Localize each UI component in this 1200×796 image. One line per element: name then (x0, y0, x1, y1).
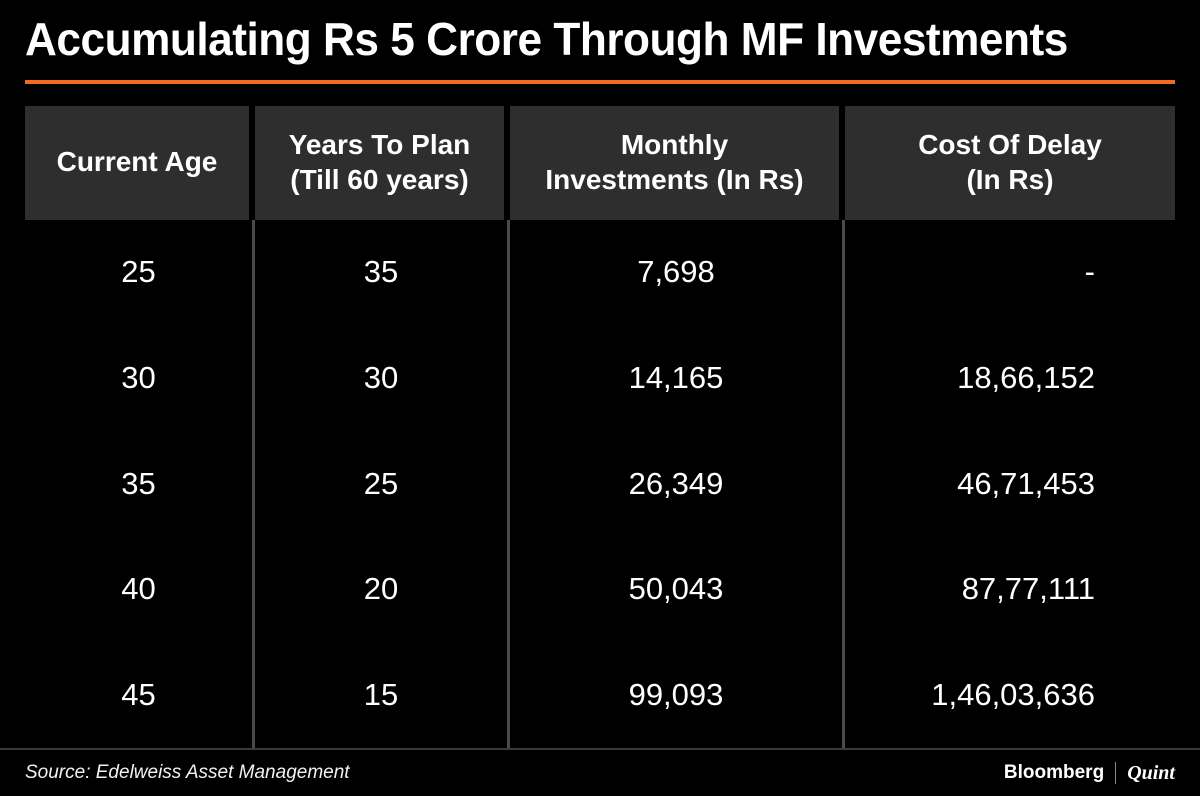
table-cell-years-to-plan: 25 (255, 430, 510, 537)
title-underline (25, 79, 1175, 84)
table-cell-monthly-investment: 50,043 (510, 536, 845, 643)
table-cell-cost-of-delay: 87,77,111 (961, 571, 1095, 607)
table-row: 30 30 14,165 18,66,152 (25, 325, 1175, 431)
table-cell-years-to-plan: 20 (255, 536, 510, 643)
table-cell-cost-of-delay: 18,66,152 (957, 360, 1095, 396)
column-header-cost-of-delay: Cost Of Delay (In Rs) (845, 105, 1175, 220)
table-cell-current-age: 35 (25, 430, 255, 537)
table-cell-years-to-plan: 35 (255, 219, 510, 326)
table-cell-current-age: 30 (25, 325, 255, 431)
table-row: 40 20 50,043 87,77,111 (25, 536, 1175, 643)
table-cell-monthly-investment: 99,093 (510, 642, 845, 748)
header-line: Cost Of Delay (918, 129, 1102, 161)
brand-logo: Bloomberg Quint (1004, 762, 1175, 785)
header: Accumulating Rs 5 Crore Through MF Inves… (0, 0, 1200, 84)
source-attribution: Source: Edelweiss Asset Management (25, 762, 350, 783)
header-line: Investments (In Rs) (545, 163, 804, 195)
header-line: Current Age (56, 146, 218, 178)
table-cell-current-age: 45 (25, 642, 255, 748)
table-cell-monthly-investment: 7,698 (510, 219, 845, 326)
table-cell-monthly-investment: 26,349 (510, 430, 845, 537)
bloomberg-wordmark: Bloomberg (1003, 762, 1105, 783)
table-cell-cost-of-delay: - (1084, 254, 1095, 290)
brand-divider (1115, 762, 1117, 784)
table-row: 45 15 99,093 1,46,03,636 (25, 642, 1175, 748)
table-body: 25 35 7,698 - 30 30 14,165 18,66,152 35 … (25, 219, 1175, 748)
table-cell-cost-of-delay: 46,71,453 (957, 465, 1095, 501)
page-title: Accumulating Rs 5 Crore Through MF Inves… (25, 13, 1068, 65)
table-cell-current-age: 25 (25, 219, 255, 326)
table-cell-current-age: 40 (25, 536, 255, 643)
table-cell-years-to-plan: 30 (255, 325, 510, 431)
data-table: Current Age Years To Plan (Till 60 years… (25, 105, 1175, 748)
table-cell-years-to-plan: 15 (255, 642, 510, 748)
header-line: (In Rs) (966, 163, 1054, 195)
quint-wordmark: Quint (1127, 761, 1175, 784)
table-cell-cost-of-delay: 1,46,03,636 (931, 677, 1095, 713)
column-header-current-age: Current Age (25, 105, 255, 220)
table-header-row: Current Age Years To Plan (Till 60 years… (25, 105, 1175, 220)
header-line: Monthly (620, 129, 729, 161)
footer-bar: Source: Edelweiss Asset Management Bloom… (0, 748, 1200, 796)
header-line: Years To Plan (288, 129, 471, 161)
table-row: 35 25 26,349 46,71,453 (25, 430, 1175, 537)
column-header-years-to-plan: Years To Plan (Till 60 years) (255, 105, 510, 220)
header-line: (Till 60 years) (290, 163, 469, 195)
table-row: 25 35 7,698 - (25, 219, 1175, 326)
table-cell-monthly-investment: 14,165 (510, 325, 845, 431)
column-header-monthly-investments: Monthly Investments (In Rs) (510, 105, 845, 220)
